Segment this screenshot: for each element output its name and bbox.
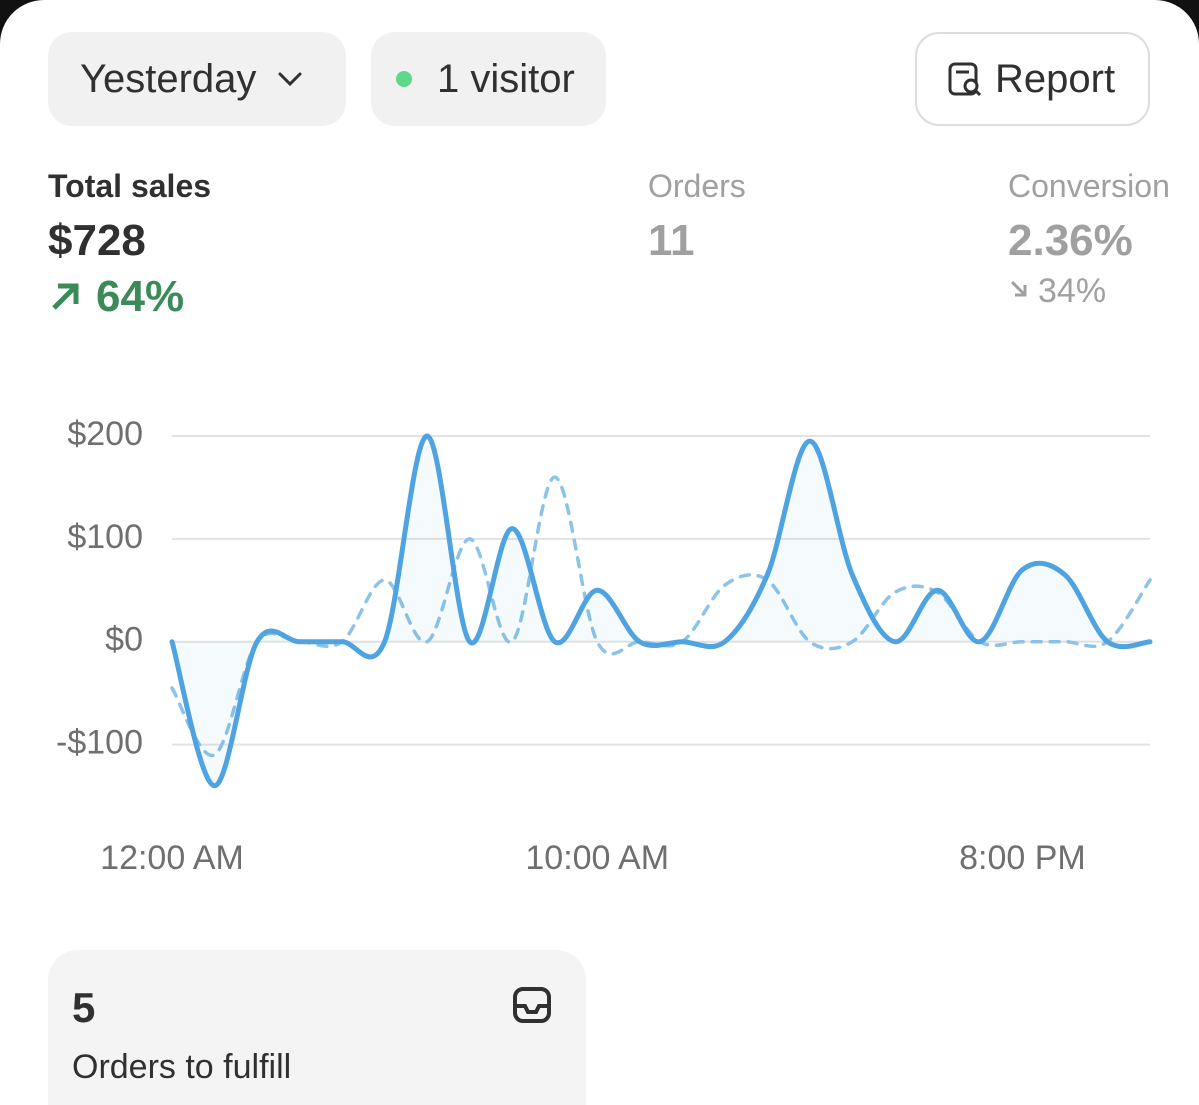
metric-change: 34% xyxy=(1038,272,1107,310)
down-arrow-icon xyxy=(1010,280,1027,297)
y-tick-label: $0 xyxy=(105,621,143,659)
visitors-label: 1 visitor xyxy=(437,56,575,101)
card-count: 5 xyxy=(72,984,96,1031)
metric-label[interactable]: Conversion xyxy=(1008,168,1170,204)
live-dot xyxy=(396,71,412,87)
chevron-icon xyxy=(278,72,302,87)
y-tick-label: $200 xyxy=(67,415,143,453)
metric-value: 2.36% xyxy=(1008,216,1133,265)
report-label: Report xyxy=(995,56,1116,101)
report-icon xyxy=(948,62,982,97)
y-tick-label: -$100 xyxy=(56,724,143,762)
x-tick-label: 12:00 AM xyxy=(100,839,244,877)
period-select[interactable]: Yesterday xyxy=(48,32,346,126)
series-line xyxy=(169,433,1153,789)
area xyxy=(172,436,1150,786)
x-tick-label: 10:00 AM xyxy=(525,839,669,877)
fulfill-card[interactable]: 5 Orders to fulfill xyxy=(48,950,586,1105)
card-label: Orders to fulfill xyxy=(72,1048,292,1086)
metric-label[interactable]: Total sales xyxy=(48,168,212,204)
y-tick-label: $100 xyxy=(67,518,143,556)
x-tick-label: 8:00 PM xyxy=(959,839,1086,877)
inbox-icon xyxy=(513,987,551,1023)
report-button[interactable]: Report xyxy=(915,32,1150,126)
metric-value: $728 xyxy=(48,216,146,265)
chart: -$100 $0 $100 $200 12:00 AM 10:00 AM 8:00 PM xyxy=(56,415,1153,877)
period-label: Yesterday xyxy=(80,56,257,101)
visitors-pill[interactable]: 1 visitor xyxy=(371,32,606,126)
up-arrow-icon xyxy=(52,283,79,310)
metric-value: 11 xyxy=(648,216,695,265)
metric-change: 64% xyxy=(96,272,185,321)
metric-label[interactable]: Orders xyxy=(648,168,746,204)
